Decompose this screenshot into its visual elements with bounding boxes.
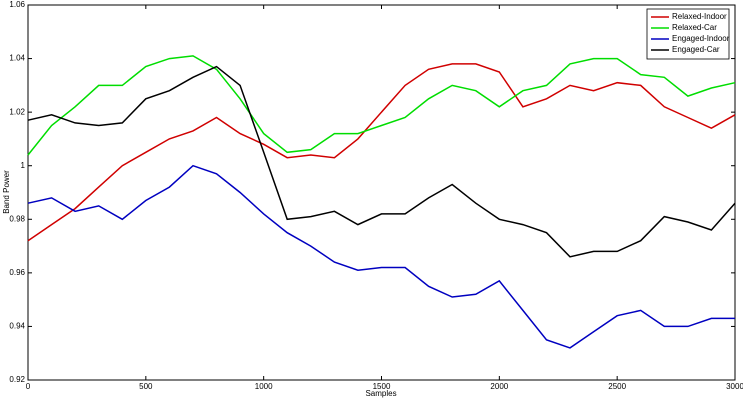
series-line: [27, 63, 736, 242]
y-tick-label: 1: [21, 161, 26, 170]
legend-label: Relaxed-Car: [672, 23, 717, 32]
x-tick-label: 0: [26, 382, 31, 391]
series-line: [27, 65, 736, 258]
series-line: [27, 55, 736, 156]
y-tick-label: 0.96: [9, 268, 25, 277]
y-tick-label: 1.04: [9, 54, 25, 63]
y-tick-label: 0.92: [9, 375, 25, 384]
legend-label: Relaxed-Indoor: [672, 12, 727, 21]
series-line: [27, 164, 735, 349]
x-tick-label: 3000: [726, 382, 743, 391]
x-tick-label: 1000: [255, 382, 273, 391]
x-axis-label: Samples: [365, 389, 396, 398]
y-tick-label: 0.98: [9, 214, 25, 223]
y-tick-label: 0.94: [9, 322, 25, 331]
plot-frame: [27, 4, 736, 381]
y-tick-label: 1.06: [9, 0, 25, 9]
x-tick-label: 1500: [373, 382, 391, 391]
x-tick-label: 2500: [608, 382, 626, 391]
x-tick-label: 2000: [490, 382, 508, 391]
y-axis-label: Band Power: [2, 170, 11, 214]
legend-label: Engaged-Car: [672, 45, 720, 54]
y-tick-label: 1.02: [9, 107, 25, 116]
x-tick-label: 500: [139, 382, 153, 391]
legend-label: Engaged-Indoor: [672, 34, 730, 43]
